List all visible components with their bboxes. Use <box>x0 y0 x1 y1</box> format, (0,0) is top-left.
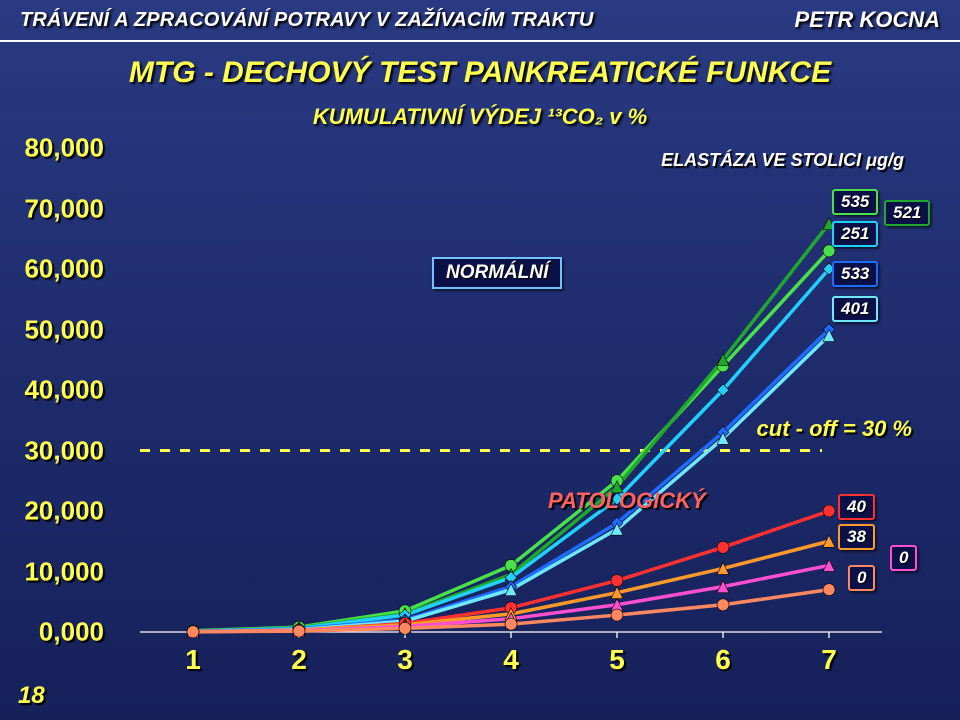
slide: TRÁVENÍ A ZPRACOVÁNÍ POTRAVY V ZAŽÍVACÍM… <box>0 0 960 720</box>
series-badge: 251 <box>832 221 878 247</box>
y-tick-label: 10,000 <box>0 556 110 587</box>
patho-label: PATOLOGICKÝ <box>548 488 706 514</box>
series-badge: 535 <box>832 189 878 215</box>
elastase-label: ELASTÁZA VE STOLICI μg/g <box>661 150 904 171</box>
series-badge: 533 <box>832 261 878 287</box>
header-left: TRÁVENÍ A ZPRACOVÁNÍ POTRAVY V ZAŽÍVACÍM… <box>20 9 593 32</box>
series-badge: 0 <box>848 565 875 591</box>
series-badge: 40 <box>838 494 875 520</box>
series-badge: 0 <box>890 545 917 571</box>
plot-area <box>110 138 900 678</box>
series-badge: 38 <box>838 524 875 550</box>
normal-label: NORMÁLNÍ <box>432 257 562 289</box>
y-tick-label: 40,000 <box>0 375 110 406</box>
chart-subtitle: KUMULATIVNÍ VÝDEJ ¹³CO₂ v % <box>0 104 960 130</box>
y-tick-label: 20,000 <box>0 496 110 527</box>
header-line <box>0 40 960 42</box>
page-number: 18 <box>18 682 45 710</box>
chart-title: MTG - DECHOVÝ TEST PANKREATICKÉ FUNKCE <box>0 56 960 90</box>
y-tick-label: 70,000 <box>0 193 110 224</box>
chart-svg <box>110 138 900 678</box>
y-tick-label: 60,000 <box>0 254 110 285</box>
series-badge: 521 <box>884 200 930 226</box>
y-tick-label: 0,000 <box>0 617 110 648</box>
y-tick-label: 30,000 <box>0 435 110 466</box>
header-right: PETR KOCNA <box>795 7 940 33</box>
y-tick-label: 80,000 <box>0 133 110 164</box>
y-tick-label: 50,000 <box>0 314 110 345</box>
cutoff-label: cut - off = 30 % <box>757 416 912 442</box>
series-badge: 401 <box>832 296 878 322</box>
header: TRÁVENÍ A ZPRACOVÁNÍ POTRAVY V ZAŽÍVACÍM… <box>0 0 960 40</box>
